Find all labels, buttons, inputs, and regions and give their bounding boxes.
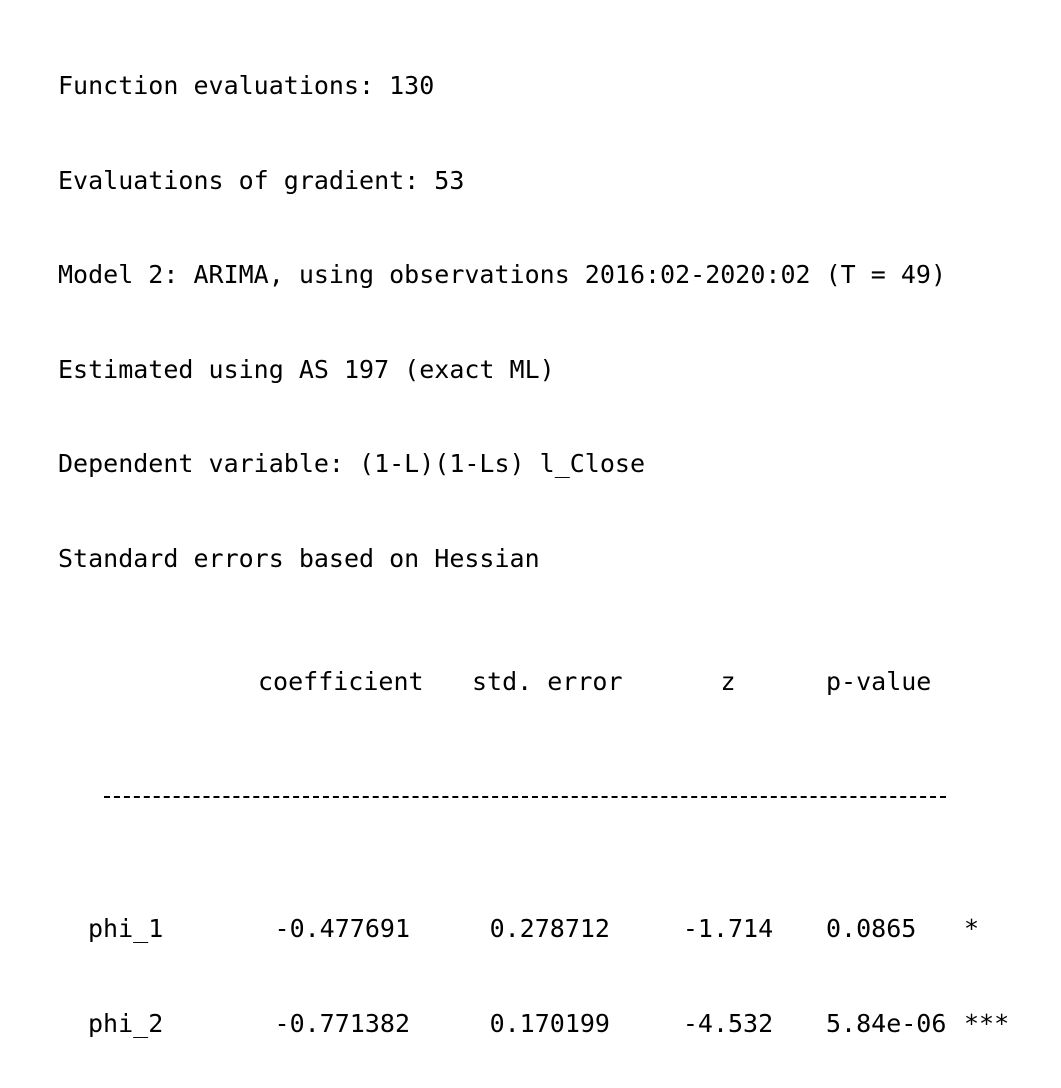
row-p-value: 0.0865	[826, 914, 917, 943]
model-description-line: Model 2: ARIMA, using observations 2016:…	[58, 260, 947, 289]
row-name: phi_2	[88, 1008, 164, 1038]
gradient-evaluations-line: Evaluations of gradient: 53	[58, 165, 465, 195]
row-std-error: 0.170199	[489, 1008, 610, 1038]
column-header-coefficient: coefficient	[258, 667, 424, 696]
column-header-std-error: std. error	[472, 667, 623, 696]
column-header-p-value: p-value	[826, 667, 932, 696]
estimation-method-line: Estimated using AS 197 (exact ML)	[58, 354, 555, 384]
table-row: phi_2 -0.771382 0.170199 -4.532 5.84e-06…	[58, 1006, 1009, 1043]
table-header: coefficient std. error z p-value	[58, 664, 946, 701]
regression-output: Function evaluations: 130 Evaluations of…	[58, 10, 1009, 1088]
dependent-variable-line: Dependent variable: (1-L)(1-Ls) l_Close	[58, 449, 645, 478]
row-z: -1.714	[682, 914, 774, 943]
row-significance: *	[964, 914, 980, 943]
function-evaluations-line: Function evaluations: 130	[58, 71, 435, 100]
row-p-value: 5.84e-06	[826, 1008, 947, 1038]
row-z: -4.532	[682, 1008, 774, 1038]
column-header-z: z	[720, 667, 736, 696]
row-name: phi_1	[88, 914, 164, 943]
row-significance: ***	[964, 1008, 1010, 1038]
table-row: phi_1 -0.477691 0.278712 -1.714 0.0865 *	[58, 911, 979, 948]
standard-errors-line: Standard errors based on Hessian	[58, 543, 540, 573]
row-coefficient: -0.477691	[274, 914, 410, 943]
table-rule	[58, 788, 946, 825]
row-coefficient: -0.771382	[274, 1008, 410, 1038]
dashed-divider	[104, 795, 946, 798]
row-std-error: 0.278712	[489, 914, 610, 943]
